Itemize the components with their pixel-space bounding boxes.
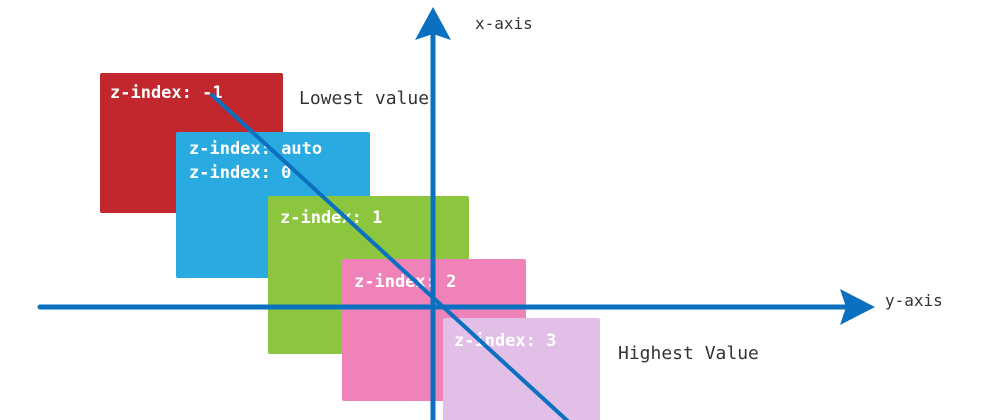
box-label-1: z-index: 1 xyxy=(280,208,383,228)
y-axis-label: y-axis xyxy=(885,291,943,310)
x-axis-label: x-axis xyxy=(475,14,533,33)
highest-value-label: Highest Value xyxy=(618,343,759,364)
x-axis-arrowhead-icon xyxy=(415,7,451,40)
box-label-2: z-index: 2 xyxy=(354,272,457,292)
box-z-index-3: z-index: 3 xyxy=(443,318,600,420)
box-label-3: z-index: 3 xyxy=(454,331,557,351)
y-axis-arrowhead-icon xyxy=(840,289,875,325)
box-label-minus-1: z-index: -1 xyxy=(110,83,223,103)
box-label-zero: z-index: 0 xyxy=(189,163,292,183)
lowest-value-label: Lowest value xyxy=(299,88,430,109)
box-label-auto: z-index: auto xyxy=(189,139,323,159)
